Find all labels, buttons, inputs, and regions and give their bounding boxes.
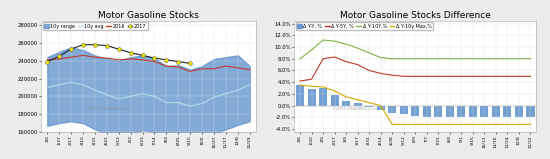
Text: COFU TRADING.com: COFU TRADING.com [333, 107, 377, 111]
Bar [400, 106, 408, 114]
Bar [457, 106, 465, 117]
Legend: 10y range, 10y avg, 2016, 2017: 10y range, 10y avg, 2016, 2017 [43, 22, 148, 30]
Bar [446, 106, 454, 117]
Bar [411, 106, 419, 116]
Bar [515, 106, 523, 117]
Bar [342, 101, 350, 106]
Bar [388, 106, 396, 113]
Bar [331, 95, 339, 106]
Bar [434, 106, 442, 117]
Bar [492, 106, 500, 117]
Bar [296, 85, 304, 106]
Bar [307, 89, 316, 106]
Bar [354, 103, 362, 106]
Bar [423, 106, 431, 117]
Bar [503, 106, 512, 117]
Bar [526, 106, 535, 117]
Text: COFU TRADING.com: COFU TRADING.com [89, 107, 133, 111]
Bar [469, 106, 477, 117]
Bar [319, 88, 327, 106]
Bar [365, 106, 373, 107]
Bar [377, 106, 384, 110]
Title: Motor Gasoline Stocks: Motor Gasoline Stocks [98, 11, 199, 20]
Title: Motor Gasoline Stocks Difference: Motor Gasoline Stocks Difference [340, 11, 491, 20]
Legend: Δ Y-Y, %, Δ Y-5Y, %, Δ Y-10Y,%, Δ Y-10y Max,%: Δ Y-Y, %, Δ Y-5Y, %, Δ Y-10Y,%, Δ Y-10y … [296, 22, 433, 30]
Bar [480, 106, 488, 117]
